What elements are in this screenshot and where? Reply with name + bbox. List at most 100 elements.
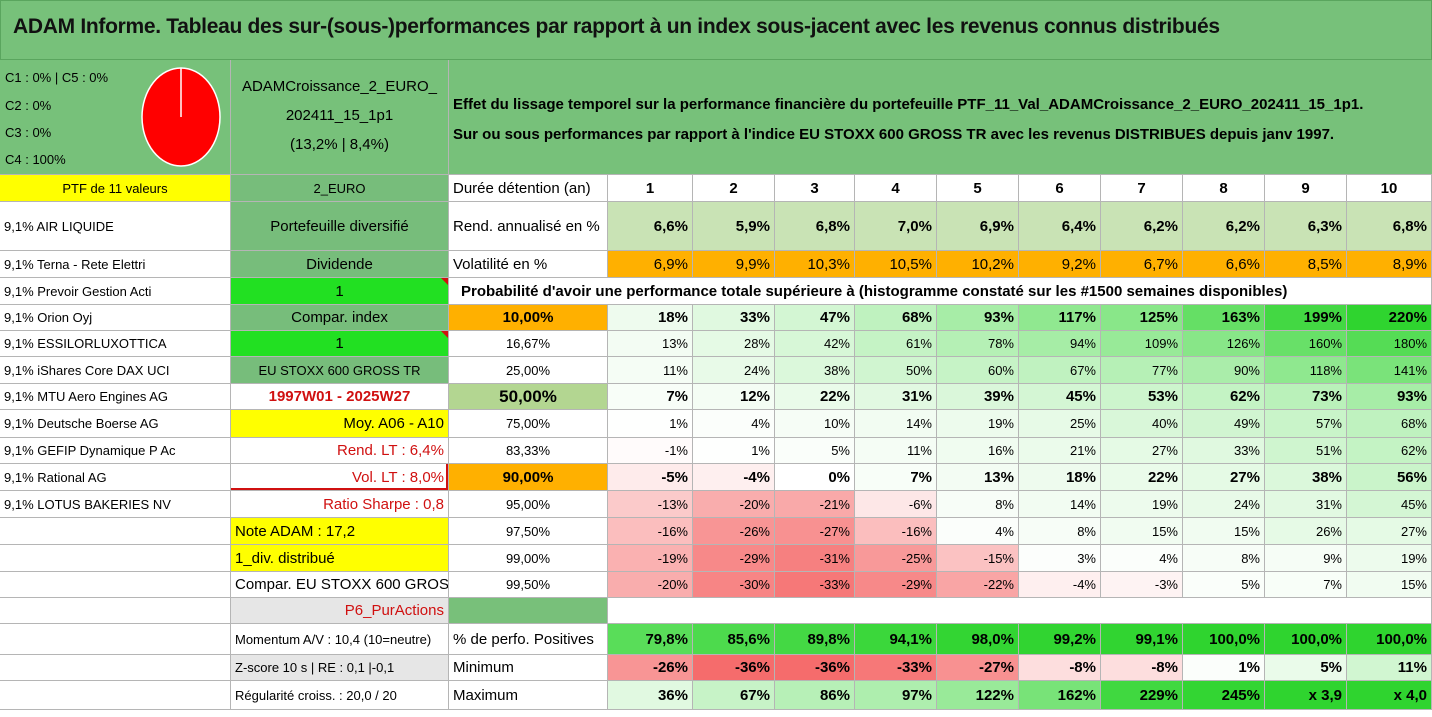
probability-value: 15%	[1101, 518, 1183, 545]
probability-value: 220%	[1347, 305, 1432, 331]
holding-duration-label: Durée détention (an)	[449, 175, 608, 202]
probability-value: 62%	[1347, 438, 1432, 464]
description-line2: Sur ou sous performances par rapport à l…	[453, 126, 1335, 143]
minimum-value: -27%	[937, 655, 1019, 681]
probability-value: 10%	[775, 410, 855, 438]
probability-value: 49%	[1183, 410, 1265, 438]
annual-return-value: 6,4%	[1019, 202, 1101, 251]
probability-value: 18%	[1019, 464, 1101, 491]
fund-name-line2: 202411_15_1p1	[285, 107, 394, 124]
probability-value: -4%	[693, 464, 775, 491]
holding-row: 9,1% MTU Aero Engines AG	[0, 384, 231, 410]
probability-value: -6%	[855, 491, 937, 518]
period-range: 1997W01 - 2025W27	[231, 384, 449, 410]
positive-performance-value: 79,8%	[608, 624, 693, 655]
probability-value: 31%	[855, 384, 937, 410]
report-title: ADAM Informe. Tableau des sur-(sous-)per…	[13, 15, 1220, 38]
legend-c3: C3 : 0%	[5, 125, 52, 140]
probability-value: 1%	[693, 438, 775, 464]
maximum-value: 97%	[855, 681, 937, 710]
portfolio-type: Portefeuille diversifié	[231, 202, 449, 251]
probability-value: 68%	[855, 305, 937, 331]
sharpe-ratio: Ratio Sharpe : 0,8	[231, 491, 449, 518]
probability-value: 19%	[1347, 545, 1432, 572]
probability-value: 31%	[1265, 491, 1347, 518]
probability-value: 4%	[1101, 545, 1183, 572]
minimum-value: -36%	[775, 655, 855, 681]
probability-value: 68%	[1347, 410, 1432, 438]
momentum-label: Momentum A/V : 10,4 (10=neutre)	[231, 624, 449, 655]
year-header: 9	[1265, 175, 1347, 202]
positive-performance-value: 98,0%	[937, 624, 1019, 655]
probability-value: 90%	[1183, 357, 1265, 384]
probability-value: -13%	[608, 491, 693, 518]
year-header: 3	[775, 175, 855, 202]
maximum-value: 229%	[1101, 681, 1183, 710]
description-box: Effet du lissage temporel sur la perform…	[449, 60, 1432, 175]
probability-value: 7%	[855, 464, 937, 491]
probability-value: 11%	[608, 357, 693, 384]
positive-performance-value: 85,6%	[693, 624, 775, 655]
positive-performance-value: 94,1%	[855, 624, 937, 655]
probability-value: 27%	[1347, 518, 1432, 545]
year-header: 8	[1183, 175, 1265, 202]
distributed-dividends: 1_div. distribué	[231, 545, 449, 572]
volatility-value: 6,9%	[608, 251, 693, 278]
maximum-value: 162%	[1019, 681, 1101, 710]
year-header: 1	[608, 175, 693, 202]
holding-row: 9,1% Orion Oyj	[0, 305, 231, 331]
probability-value: 11%	[855, 438, 937, 464]
empty-cell	[0, 655, 231, 681]
probability-value: -20%	[608, 572, 693, 598]
probability-value: 93%	[937, 305, 1019, 331]
compare-index-label: Compar. index	[231, 305, 449, 331]
annual-return-label: Rend. annualisé en %	[449, 202, 608, 251]
title-bar: ADAM Informe. Tableau des sur-(sous-)per…	[0, 0, 1432, 60]
probability-threshold: 75,00%	[449, 410, 608, 438]
dividend-flag: 1	[231, 278, 449, 305]
probability-value: 126%	[1183, 331, 1265, 357]
empty-cell	[0, 624, 231, 655]
probability-threshold: 50,00%	[449, 384, 608, 410]
minimum-label: Minimum	[449, 655, 608, 681]
fund-perf-summary: (13,2% | 8,4%)	[290, 136, 389, 153]
annual-return-value: 7,0%	[855, 202, 937, 251]
year-header: 4	[855, 175, 937, 202]
probability-value: 160%	[1265, 331, 1347, 357]
year-header: 10	[1347, 175, 1432, 202]
holding-row: 9,1% AIR LIQUIDE	[0, 202, 231, 251]
probability-value: 13%	[937, 464, 1019, 491]
probability-value: 9%	[1265, 545, 1347, 572]
probability-value: 163%	[1183, 305, 1265, 331]
probability-value: 93%	[1347, 384, 1432, 410]
probability-value: -22%	[937, 572, 1019, 598]
probability-value: -27%	[775, 518, 855, 545]
volatility-value: 8,5%	[1265, 251, 1347, 278]
probability-value: -19%	[608, 545, 693, 572]
probability-value: 0%	[775, 464, 855, 491]
fund-name-line1: ADAMCroissance_2_EURO_	[241, 78, 438, 95]
probability-value: 199%	[1265, 305, 1347, 331]
empty-cell	[0, 681, 231, 710]
probability-value: 94%	[1019, 331, 1101, 357]
annual-return-value: 6,3%	[1265, 202, 1347, 251]
probability-value: 47%	[775, 305, 855, 331]
minimum-value: -33%	[855, 655, 937, 681]
probability-title: Probabilité d'avoir une performance tota…	[449, 278, 1432, 305]
maximum-value: 245%	[1183, 681, 1265, 710]
probability-value: 53%	[1101, 384, 1183, 410]
probability-value: 27%	[1101, 438, 1183, 464]
probability-value: -25%	[855, 545, 937, 572]
probability-value: -21%	[775, 491, 855, 518]
probability-value: 7%	[608, 384, 693, 410]
year-header: 5	[937, 175, 1019, 202]
probability-value: 78%	[937, 331, 1019, 357]
probability-value: 3%	[1019, 545, 1101, 572]
positive-performance-value: 99,1%	[1101, 624, 1183, 655]
probability-value: 15%	[1183, 518, 1265, 545]
annual-return-value: 6,8%	[775, 202, 855, 251]
volatility-value: 6,7%	[1101, 251, 1183, 278]
probability-value: 118%	[1265, 357, 1347, 384]
probability-value: -30%	[693, 572, 775, 598]
minimum-value: -26%	[608, 655, 693, 681]
